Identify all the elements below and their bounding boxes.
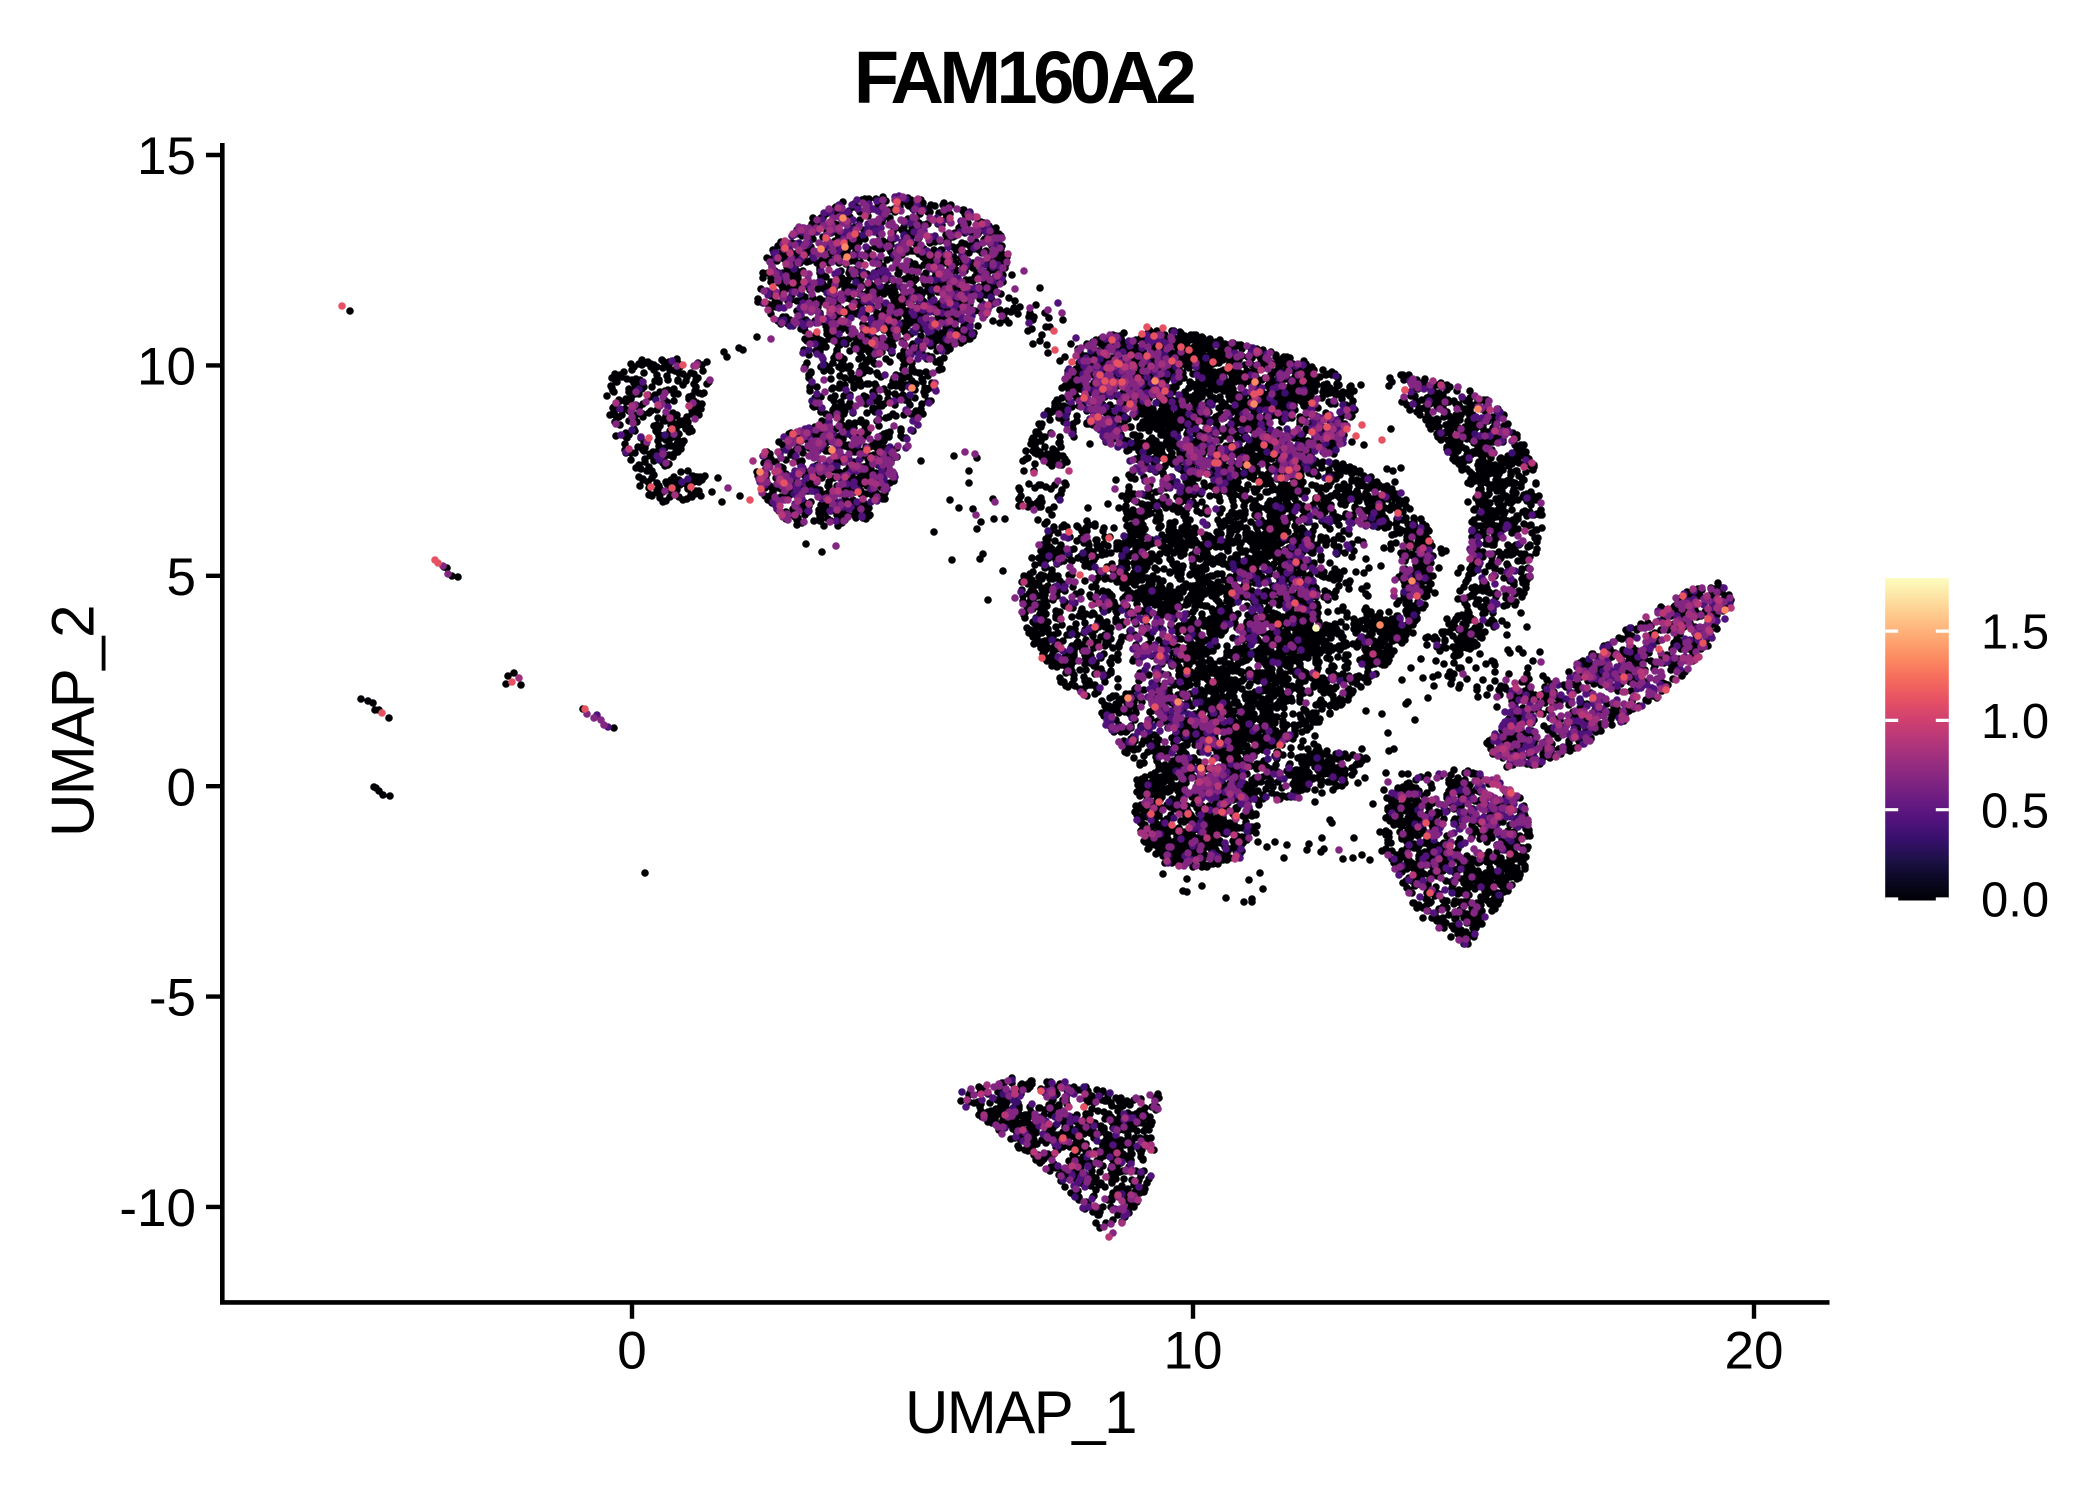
- svg-text:0: 0: [617, 1322, 646, 1381]
- svg-text:1.0: 1.0: [1981, 695, 2049, 749]
- svg-text:UMAP_2: UMAP_2: [40, 606, 107, 837]
- svg-text:FAM160A2: FAM160A2: [854, 36, 1195, 119]
- svg-text:0: 0: [167, 758, 196, 817]
- svg-text:10: 10: [137, 337, 196, 396]
- svg-text:10: 10: [1164, 1322, 1223, 1381]
- svg-text:UMAP_1: UMAP_1: [905, 1379, 1136, 1446]
- svg-text:5: 5: [167, 548, 196, 607]
- svg-text:-5: -5: [149, 969, 196, 1028]
- svg-text:0.0: 0.0: [1981, 874, 2049, 928]
- svg-text:1.5: 1.5: [1981, 606, 2049, 660]
- svg-text:15: 15: [137, 127, 196, 186]
- svg-text:20: 20: [1725, 1322, 1784, 1381]
- svg-text:-10: -10: [119, 1179, 196, 1238]
- svg-text:0.5: 0.5: [1981, 784, 2049, 838]
